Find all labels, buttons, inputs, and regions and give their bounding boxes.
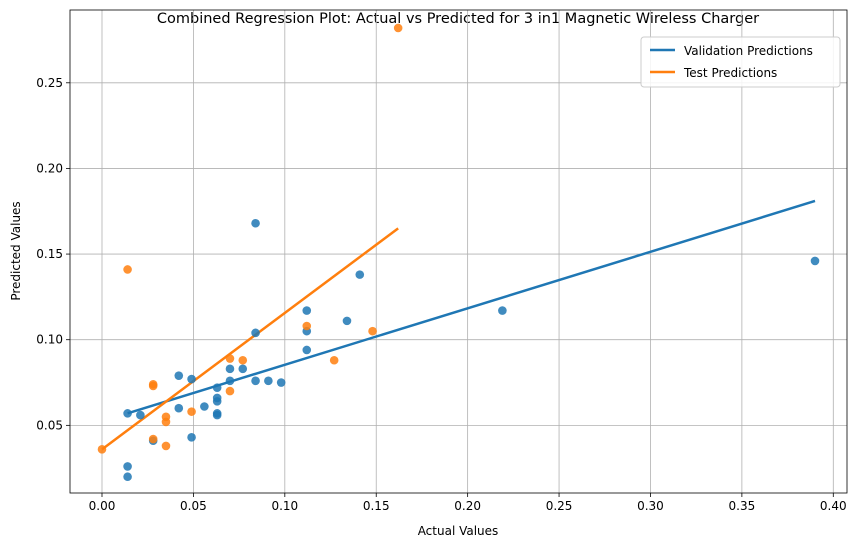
x-axis-label: Actual Values [418,524,499,538]
x-tick-label: 0.35 [729,499,756,513]
validation-point [212,397,222,406]
validation-point [498,306,507,315]
test-regression-line [101,227,399,451]
validation-point [276,378,286,387]
test-point [393,23,403,33]
test-point [302,321,312,331]
y-tick-label: 0.20 [36,161,63,175]
validation-point [302,306,312,315]
validation-point [123,409,132,418]
validation-point [174,371,184,380]
validation-point [251,218,260,228]
plot-frame [69,9,848,494]
validation-regression-line [127,199,816,415]
regression-lines [101,199,816,451]
test-point [368,326,377,336]
x-axis-ticks: 0.00 0.05 0.10 0.15 0.20 0.25 0.30 0.35 0.40 [89,493,847,513]
scatter-points [97,23,820,482]
y-tick-label: 0.05 [36,418,63,432]
validation-point [136,410,145,420]
test-point [97,445,107,454]
validation-point [302,345,312,355]
validation-point [225,364,235,374]
validation-point [212,383,222,392]
legend: Validation Predictions Test Predictions [640,36,841,88]
validation-point [212,410,222,420]
test-point [225,354,235,363]
test-point [187,407,196,416]
y-tick-label: 0.15 [36,247,63,261]
validation-point [187,433,196,442]
y-axis-label: Predicted Values [9,201,23,300]
x-tick-label: 0.00 [89,499,116,513]
validation-point [123,462,132,471]
x-tick-label: 0.15 [363,499,390,513]
legend-label-validation: Validation Predictions [684,44,813,58]
legend-label-test: Test Predictions [683,66,777,80]
x-tick-label: 0.40 [820,499,847,513]
chart-title: Combined Regression Plot: Actual vs Pred… [157,11,759,27]
test-point [123,265,132,274]
test-point [225,386,235,396]
x-tick-label: 0.20 [454,499,481,513]
validation-point [251,376,260,386]
validation-point [225,376,235,386]
validation-point [174,403,184,413]
validation-point [355,270,365,279]
y-tick-label: 0.25 [36,76,63,90]
validation-point [238,364,248,374]
validation-point [264,376,273,386]
test-point [161,417,171,427]
test-point [161,441,171,451]
validation-point [810,256,820,266]
x-tick-label: 0.25 [546,499,573,513]
validation-point [200,402,209,411]
validation-point [187,374,196,384]
y-axis-ticks: 0.05 0.10 0.15 0.20 0.25 [36,76,70,432]
legend-box [640,36,841,88]
test-point [148,381,158,391]
validation-point [342,316,352,326]
validation-point [123,472,132,482]
test-point [238,355,248,365]
test-point [148,434,158,444]
x-tick-label: 0.30 [637,499,664,513]
x-tick-label: 0.10 [271,499,298,513]
x-tick-label: 0.05 [180,499,207,513]
validation-point [251,328,260,338]
test-point [329,355,339,365]
y-tick-label: 0.10 [36,333,63,347]
